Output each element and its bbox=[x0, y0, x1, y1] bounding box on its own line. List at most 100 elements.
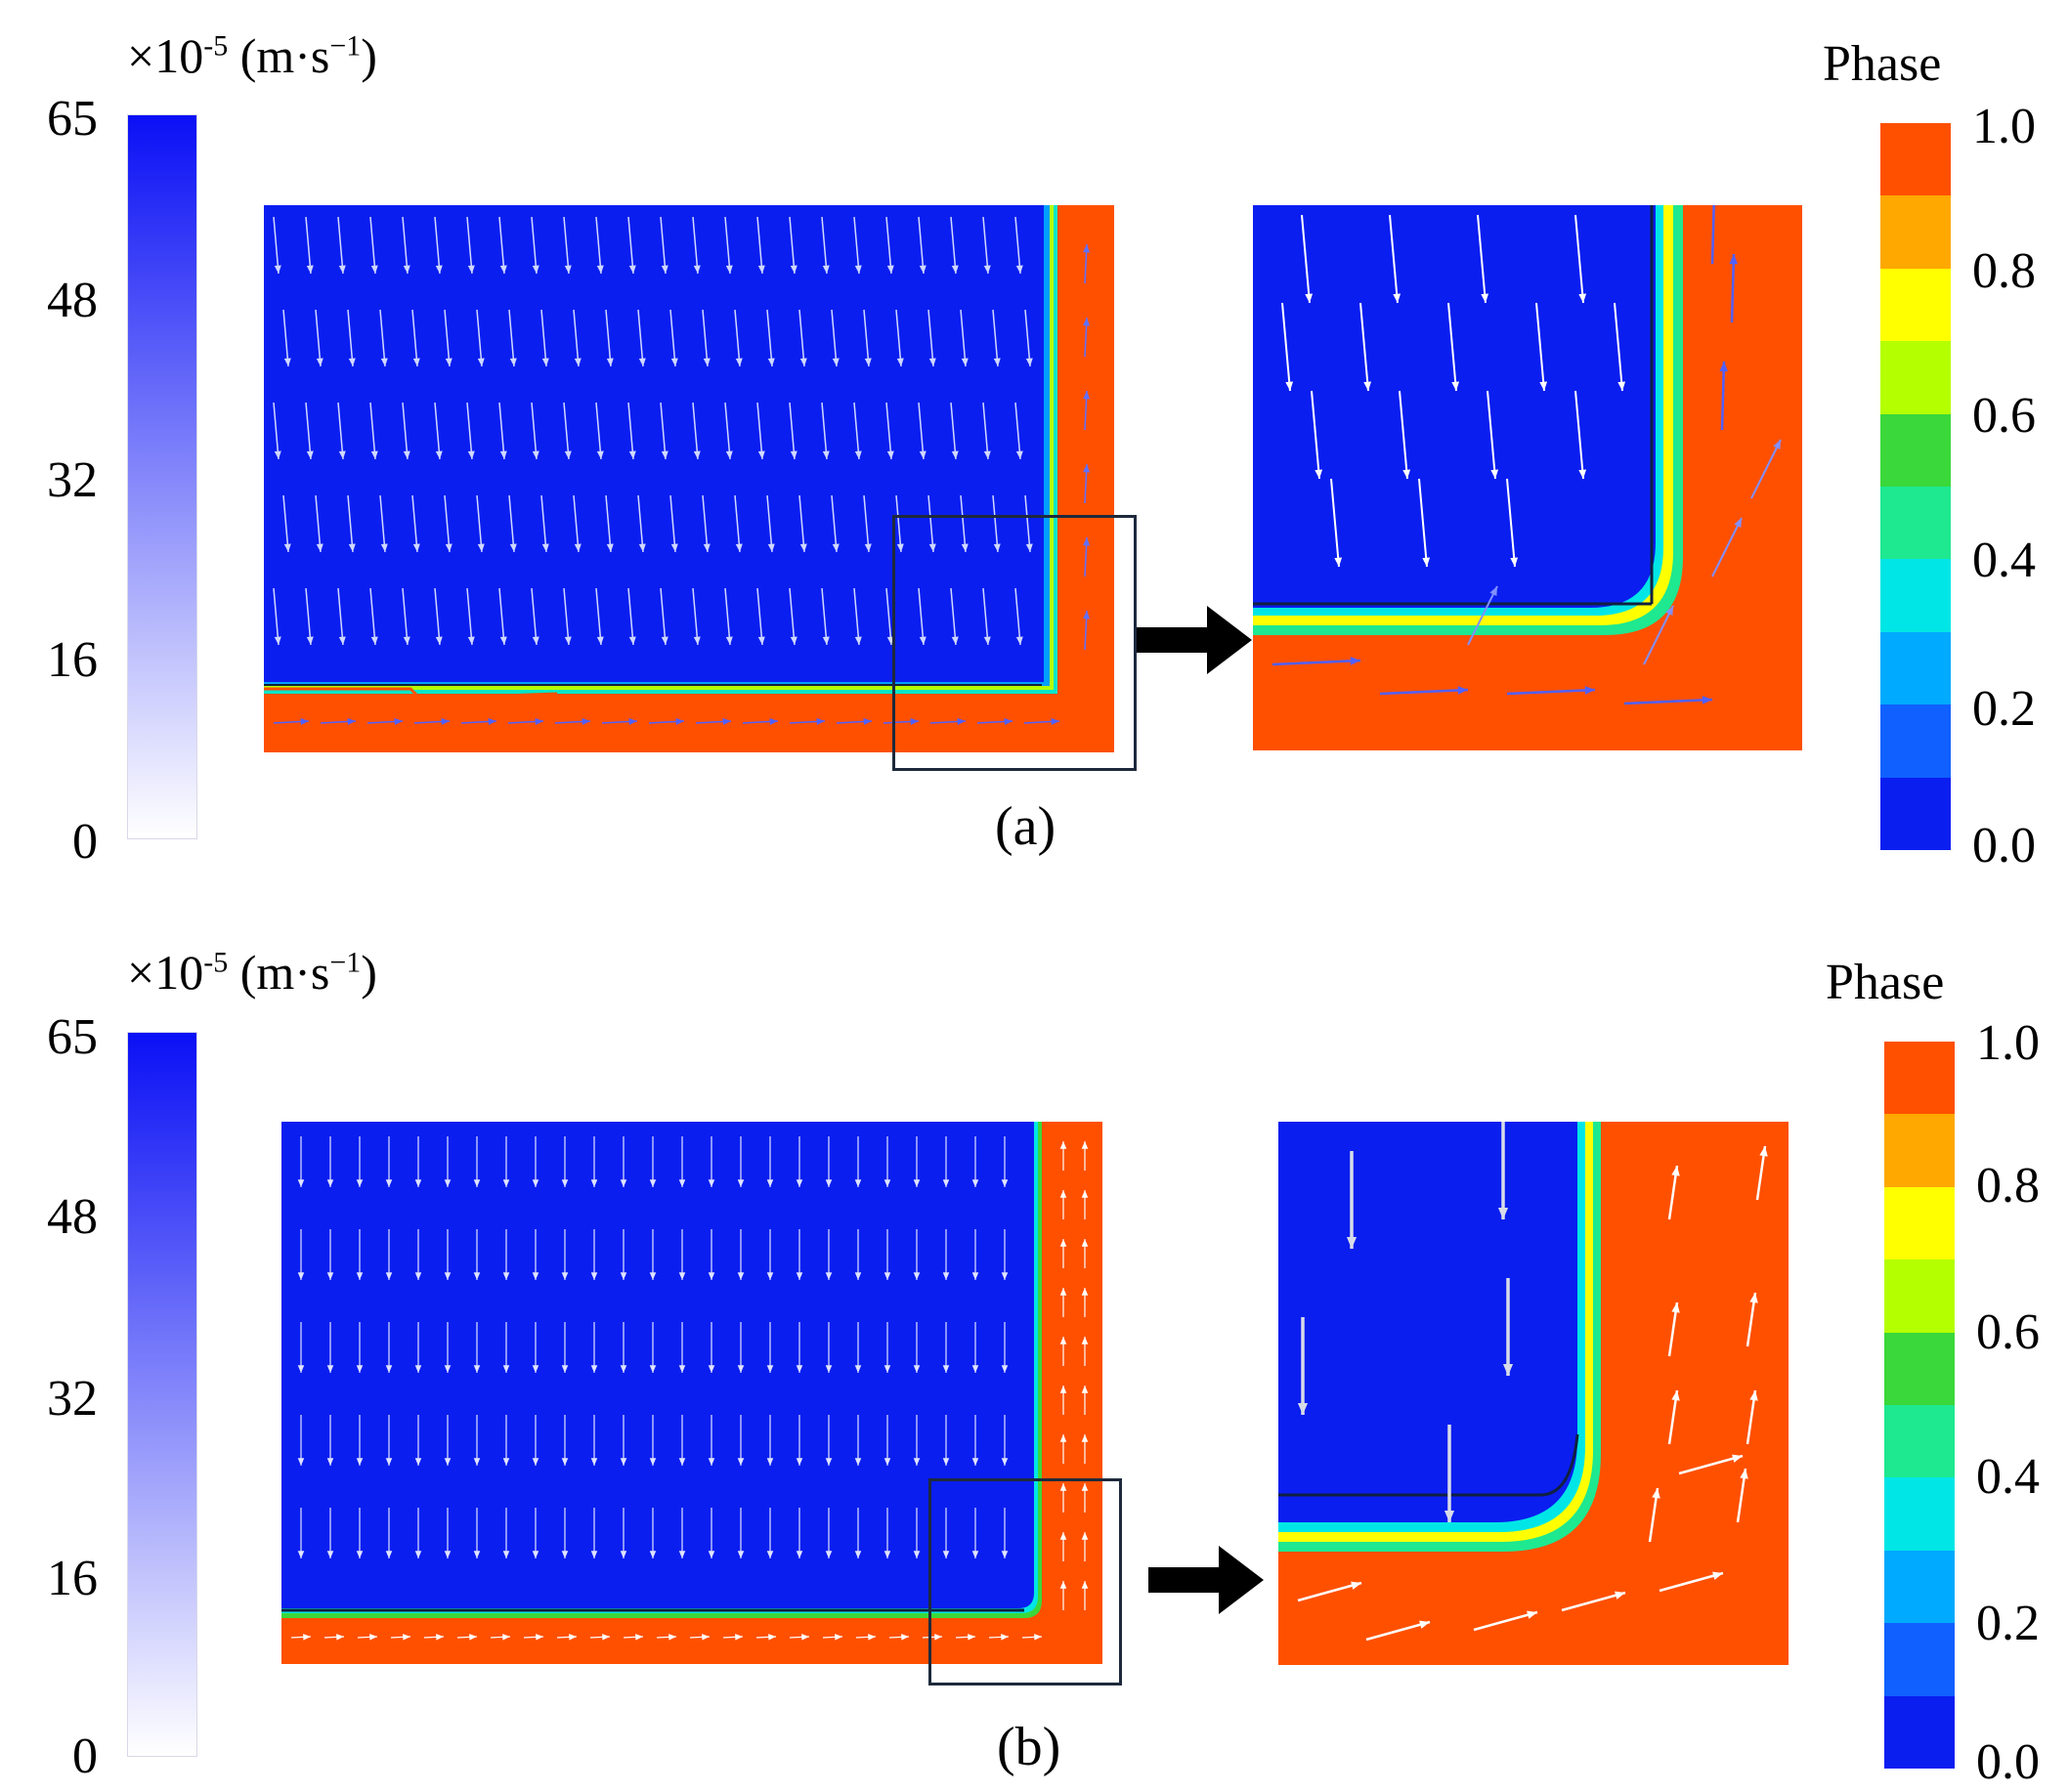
velocity-arrow bbox=[831, 309, 838, 367]
velocity-arrowhead bbox=[1081, 1288, 1089, 1296]
velocity-arrowhead bbox=[473, 1551, 481, 1558]
velocity-arrow bbox=[821, 216, 828, 275]
velocity-arrowhead bbox=[1652, 1488, 1660, 1499]
velocity-arrowhead bbox=[1740, 1469, 1748, 1479]
velocity-arrowhead bbox=[1502, 1364, 1514, 1376]
velocity-arrow bbox=[1711, 517, 1743, 577]
velocity-arrowhead bbox=[1083, 611, 1091, 619]
velocity-tick: 32 bbox=[47, 452, 98, 508]
velocity-arrowhead bbox=[1083, 391, 1091, 400]
velocity-arrowhead bbox=[502, 1551, 510, 1558]
velocity-arrowhead bbox=[338, 265, 346, 274]
velocity-arrow bbox=[798, 309, 805, 367]
velocity-arrowhead bbox=[825, 1551, 833, 1558]
velocity-arrowhead bbox=[1081, 1483, 1089, 1491]
velocity-arrowhead bbox=[1351, 1581, 1361, 1590]
velocity-arrowhead bbox=[300, 717, 309, 725]
velocity-arrow bbox=[1614, 302, 1623, 392]
velocity-arrow bbox=[734, 309, 741, 367]
velocity-arrowhead bbox=[942, 1179, 950, 1187]
velocity-arrowhead bbox=[403, 1634, 410, 1641]
velocity-arrowhead bbox=[910, 717, 919, 725]
velocity-arrowhead bbox=[825, 1179, 833, 1187]
velocity-arrowhead bbox=[306, 265, 314, 274]
velocity-arrowhead bbox=[835, 1634, 842, 1641]
velocity-arrowhead bbox=[1051, 717, 1059, 725]
velocity-arrowhead bbox=[725, 636, 733, 645]
velocity-arrowhead bbox=[1350, 657, 1360, 665]
velocity-arrowhead bbox=[854, 1179, 862, 1187]
velocity-arrowhead bbox=[737, 1551, 745, 1558]
velocity-arrowhead bbox=[620, 1272, 627, 1280]
velocity-arrowhead bbox=[768, 1634, 776, 1641]
velocity-arrowhead bbox=[602, 1634, 610, 1641]
velocity-arrow bbox=[950, 587, 957, 646]
velocity-arrow bbox=[992, 494, 999, 553]
velocity-arrowhead bbox=[326, 1179, 334, 1187]
velocity-arrowhead bbox=[1081, 1190, 1089, 1198]
velocity-arrowhead bbox=[678, 1458, 686, 1466]
panel-caption: (a) bbox=[995, 796, 1056, 857]
velocity-arrow bbox=[402, 402, 409, 460]
velocity-arrowhead bbox=[412, 543, 420, 552]
velocity-arrow bbox=[724, 587, 731, 646]
velocity-arrowhead bbox=[536, 1634, 543, 1641]
velocity-arrowhead bbox=[445, 358, 453, 366]
panel-caption: (b) bbox=[997, 1717, 1061, 1777]
velocity-arrowhead bbox=[561, 1179, 569, 1187]
velocity-arrow bbox=[1467, 585, 1498, 646]
velocity-arrow bbox=[540, 494, 547, 553]
velocity-arrow bbox=[789, 402, 796, 460]
velocity-tick: 16 bbox=[47, 1551, 98, 1606]
velocity-tick: 48 bbox=[47, 1189, 98, 1245]
velocity-arrowhead bbox=[1759, 1146, 1768, 1157]
velocity-arrowhead bbox=[825, 1272, 833, 1280]
velocity-arrowhead bbox=[502, 1179, 510, 1187]
velocity-arrowhead bbox=[535, 717, 543, 725]
velocity-arrowhead bbox=[708, 1179, 715, 1187]
velocity-arrowhead bbox=[725, 265, 733, 274]
velocity-arrowhead bbox=[668, 1634, 676, 1641]
phase-tick: 0.8 bbox=[1972, 243, 2036, 299]
velocity-arrow bbox=[821, 587, 828, 646]
velocity-vectors bbox=[273, 216, 1091, 725]
velocity-arrowhead bbox=[590, 1365, 598, 1373]
velocity-arrowhead bbox=[1510, 557, 1519, 567]
velocity-arrowhead bbox=[971, 1272, 979, 1280]
velocity-arrow bbox=[702, 494, 709, 553]
velocity-arrow bbox=[853, 402, 860, 460]
velocity-arrowhead bbox=[1083, 537, 1091, 546]
velocity-arrowhead bbox=[473, 1365, 481, 1373]
velocity-arrowhead bbox=[693, 636, 701, 645]
velocity-arrowhead bbox=[913, 1458, 921, 1466]
velocity-arrowhead bbox=[338, 450, 346, 459]
velocity-arrow bbox=[1678, 1454, 1744, 1475]
velocity-arrowhead bbox=[868, 1634, 876, 1641]
phase-tick: 1.0 bbox=[1972, 99, 2036, 154]
velocity-arrowhead bbox=[678, 1365, 686, 1373]
velocity-arrowhead bbox=[796, 1551, 803, 1558]
velocity-arrowhead bbox=[574, 358, 582, 366]
velocity-arrow bbox=[853, 587, 860, 646]
velocity-arrowhead bbox=[993, 358, 1001, 366]
velocity-arrowhead bbox=[886, 450, 894, 459]
velocity-arrow bbox=[853, 216, 860, 275]
velocity-arrowhead bbox=[649, 1458, 657, 1466]
velocity-arrow bbox=[595, 216, 602, 275]
phase-field-main bbox=[281, 1122, 1102, 1664]
velocity-arrowhead bbox=[1419, 1620, 1430, 1629]
velocity-arrowhead bbox=[708, 1458, 715, 1466]
phase-tick: 0.4 bbox=[1976, 1449, 2040, 1505]
velocity-arrowhead bbox=[1025, 358, 1033, 366]
velocity-arrow bbox=[595, 587, 602, 646]
velocity-arrowhead bbox=[561, 1272, 569, 1280]
velocity-arrowhead bbox=[620, 1365, 627, 1373]
velocity-arrowhead bbox=[1671, 1390, 1680, 1401]
velocity-arrowhead bbox=[896, 543, 904, 552]
velocity-arrow bbox=[411, 494, 418, 553]
velocity-arrowhead bbox=[884, 1458, 891, 1466]
velocity-arrow bbox=[627, 587, 634, 646]
phase-colorbar bbox=[1884, 1042, 1955, 1769]
velocity-arrowhead bbox=[1004, 717, 1013, 725]
velocity-arrowhead bbox=[790, 265, 797, 274]
